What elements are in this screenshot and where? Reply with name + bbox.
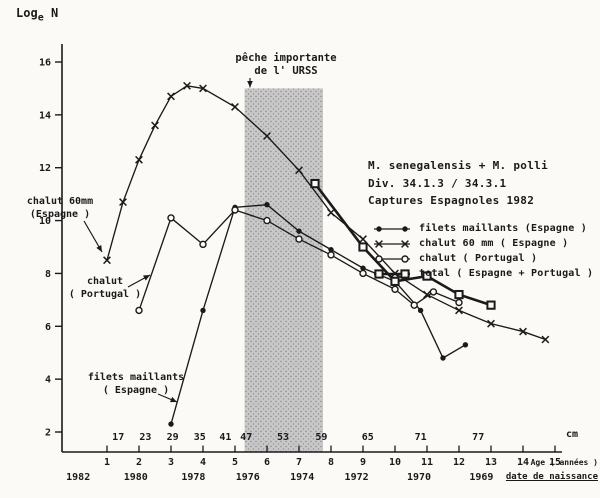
svg-text:1970: 1970 bbox=[407, 472, 431, 483]
age-axis-ticks: 1 2 3 4 5 6 7 8 9 10 11 12 13 14 15 bbox=[104, 445, 561, 468]
svg-text:7: 7 bbox=[296, 457, 302, 468]
cm-axis-labels: 17 23 29 35 41 47 53 59 65 71 77 bbox=[112, 432, 484, 443]
leader-arrowhead bbox=[170, 396, 177, 403]
svg-text:65: 65 bbox=[362, 432, 374, 443]
svg-text:59: 59 bbox=[315, 432, 327, 443]
legend: filets maillants (Espagne ) chalut 60 mm … bbox=[372, 221, 593, 281]
band-label-line2: de l' URSS bbox=[254, 65, 318, 77]
study-title-line2: Div. 34.1.3 / 34.3.1 bbox=[368, 176, 507, 190]
birth-year-labels: 1982 1980 1978 1976 1974 1972 1970 1969 bbox=[66, 472, 493, 483]
y-axis-label: Loge N bbox=[16, 6, 58, 23]
svg-text:53: 53 bbox=[277, 432, 289, 443]
svg-text:14: 14 bbox=[39, 110, 51, 121]
legend-label: filets maillants (Espagne ) bbox=[419, 223, 587, 234]
svg-text:8: 8 bbox=[328, 457, 334, 468]
square-marker-icon bbox=[374, 268, 410, 279]
svg-text:1982: 1982 bbox=[66, 472, 90, 483]
svg-text:14: 14 bbox=[517, 457, 529, 468]
series-label-filets-line1: filets maillants bbox=[87, 372, 185, 383]
legend-label: chalut ( Portugal ) bbox=[419, 253, 538, 264]
study-title-line3: Captures Espagnoles 1982 bbox=[368, 194, 535, 207]
svg-text:2: 2 bbox=[136, 457, 142, 468]
svg-text:12: 12 bbox=[453, 457, 465, 468]
svg-text:47: 47 bbox=[240, 432, 252, 443]
svg-text:71: 71 bbox=[415, 432, 427, 443]
leader-arrowhead bbox=[143, 275, 150, 281]
birthdate-unit-label: date de naissance bbox=[505, 472, 598, 482]
svg-text:1974: 1974 bbox=[290, 472, 314, 483]
svg-text:35: 35 bbox=[194, 432, 206, 443]
legend-item-total-espagne-portugal: total ( Espagne + Portugal ) bbox=[372, 266, 593, 281]
series-label-filets-line2: ( Espagne ) bbox=[102, 384, 170, 396]
svg-text:8: 8 bbox=[45, 269, 51, 280]
band-label: pêche importante de l' URSS bbox=[210, 52, 362, 78]
y-axis-label-sub: e bbox=[37, 12, 44, 24]
svg-text:15: 15 bbox=[549, 457, 561, 468]
series-label-chalut-portugal: chalut ( Portugal ) bbox=[62, 276, 148, 301]
svg-text:1978: 1978 bbox=[181, 472, 205, 483]
svg-text:1: 1 bbox=[104, 457, 110, 468]
svg-text:29: 29 bbox=[167, 432, 179, 443]
series-total-espagne-portugal bbox=[310, 178, 496, 310]
svg-text:10: 10 bbox=[39, 216, 51, 227]
svg-text:2: 2 bbox=[45, 428, 51, 439]
svg-text:1980: 1980 bbox=[124, 472, 148, 483]
dot-marker-icon bbox=[374, 225, 410, 232]
legend-item-chalut-60mm-espagne: chalut 60 mm ( Espagne ) bbox=[372, 236, 593, 251]
band-label-line1: pêche importante bbox=[235, 52, 337, 64]
svg-text:41: 41 bbox=[219, 432, 231, 443]
study-title: M. senegalensis + M. polli Div. 34.1.3 /… bbox=[368, 157, 548, 210]
series-label-chalut60-line1: chalut 60mm bbox=[26, 196, 94, 207]
y-axis-unit: N bbox=[50, 6, 59, 20]
legend-item-filets-maillants-espagne: filets maillants (Espagne ) bbox=[372, 221, 593, 236]
series-label-filets: filets maillants ( Espagne ) bbox=[78, 372, 194, 397]
legend-item-chalut-portugal: chalut ( Portugal ) bbox=[372, 251, 593, 266]
legend-label: chalut 60 mm ( Espagne ) bbox=[419, 238, 569, 249]
y-axis-label-text: Log bbox=[16, 6, 38, 20]
ussr-band-texture bbox=[244, 88, 323, 452]
svg-text:1969: 1969 bbox=[469, 472, 493, 483]
series-label-chalut-portugal-line2: ( Portugal ) bbox=[68, 288, 142, 300]
legend-label: total ( Espagne + Portugal ) bbox=[419, 268, 594, 279]
svg-text:9: 9 bbox=[360, 457, 366, 468]
y-axis-ticks: 16 14 12 10 8 6 4 2 bbox=[39, 58, 62, 439]
svg-text:3: 3 bbox=[168, 457, 174, 468]
circle-marker-icon bbox=[374, 254, 410, 263]
svg-text:77: 77 bbox=[472, 432, 484, 443]
svg-text:4: 4 bbox=[45, 375, 51, 386]
x-marker-icon bbox=[374, 239, 410, 248]
leader-arrowhead bbox=[96, 245, 102, 252]
series-chalut-portugal bbox=[135, 206, 463, 315]
svg-text:6: 6 bbox=[264, 457, 270, 468]
age-unit-label: Age ( années ) bbox=[530, 458, 598, 467]
svg-text:5: 5 bbox=[232, 457, 238, 468]
svg-text:6: 6 bbox=[45, 322, 51, 333]
svg-text:12: 12 bbox=[39, 163, 51, 174]
svg-text:1972: 1972 bbox=[345, 472, 369, 483]
svg-text:11: 11 bbox=[421, 457, 433, 468]
leader-arrowhead bbox=[247, 81, 253, 88]
series-chalut-60mm-espagne bbox=[103, 81, 550, 344]
svg-text:23: 23 bbox=[139, 432, 151, 443]
svg-text:1976: 1976 bbox=[236, 472, 260, 483]
svg-text:16: 16 bbox=[39, 58, 51, 69]
svg-text:13: 13 bbox=[485, 457, 497, 468]
series-label-chalut60-line2: (Espagne ) bbox=[29, 208, 91, 220]
study-title-line1: M. senegalensis + M. polli bbox=[368, 159, 548, 172]
svg-text:10: 10 bbox=[389, 457, 401, 468]
series-label-chalut-portugal-line1: chalut bbox=[86, 276, 124, 287]
svg-text:4: 4 bbox=[200, 457, 206, 468]
cm-unit-label: cm bbox=[566, 429, 579, 440]
svg-text:17: 17 bbox=[112, 432, 124, 443]
series-label-chalut60: chalut 60mm (Espagne ) bbox=[12, 196, 108, 221]
